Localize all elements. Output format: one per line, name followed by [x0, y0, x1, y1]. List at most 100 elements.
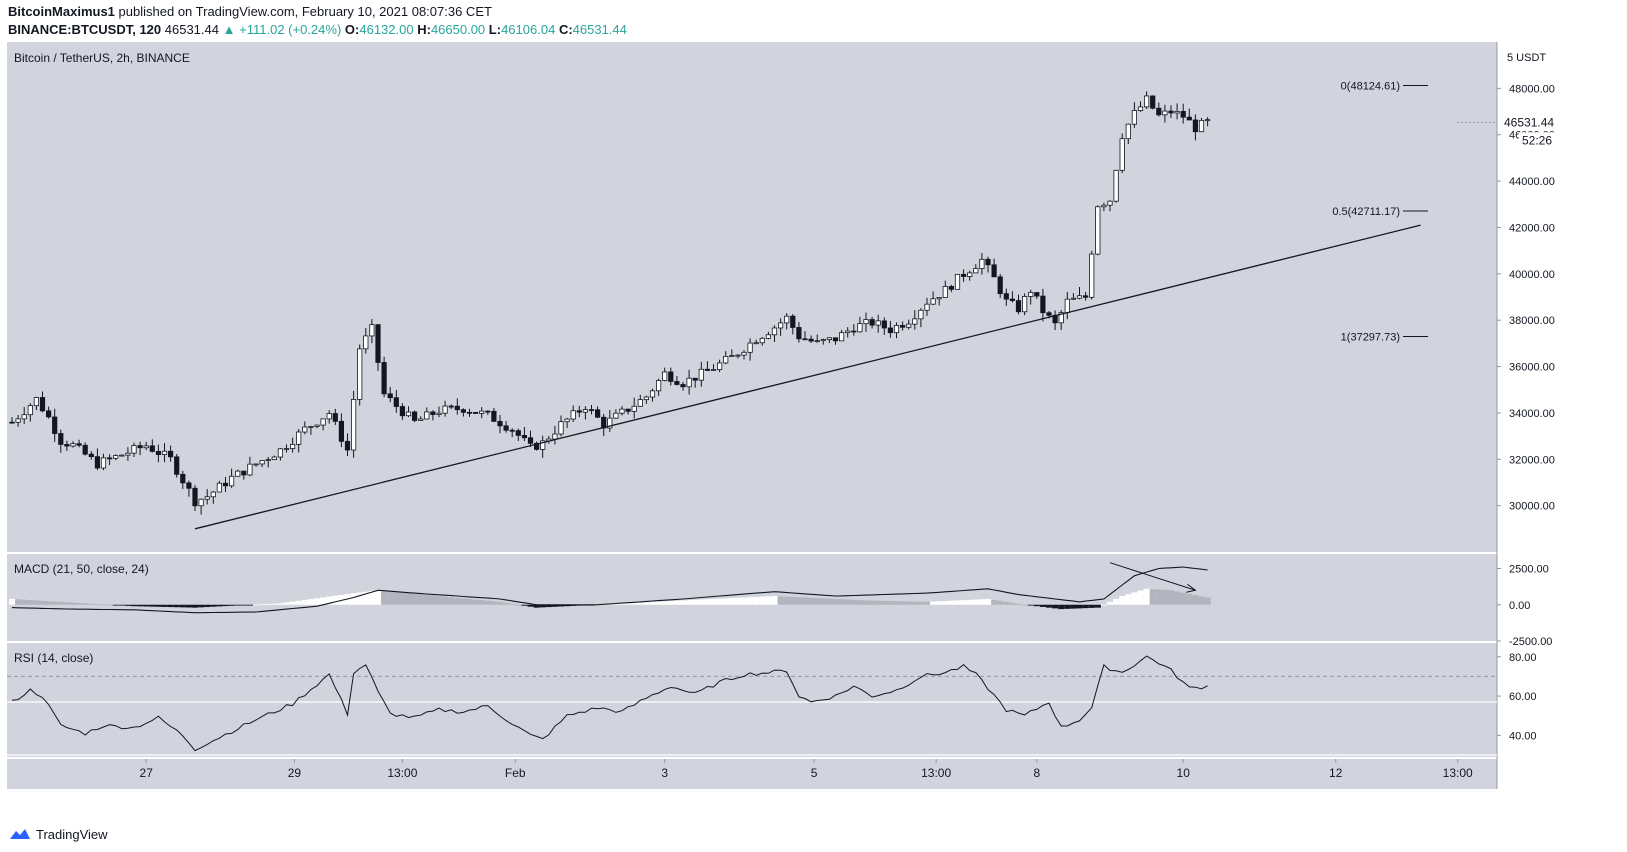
macd-histogram-bar: [1131, 592, 1138, 605]
macd-histogram-bar: [649, 601, 656, 605]
author-name[interactable]: BitcoinMaximus1: [8, 4, 115, 19]
candle-body: [1205, 119, 1211, 122]
macd-histogram-bar: [27, 600, 34, 605]
macd-histogram-bar: [411, 593, 418, 605]
candle-body: [729, 355, 735, 357]
candle-body: [143, 445, 149, 449]
price-tick-label: 42000.00: [1509, 222, 1555, 234]
macd-histogram-bar: [1137, 590, 1144, 605]
macd-histogram-bar: [338, 594, 345, 605]
macd-histogram-bar: [795, 597, 802, 605]
candle-body: [241, 470, 247, 476]
macd-histogram-bar: [15, 599, 22, 605]
macd-histogram-bar: [106, 604, 113, 606]
time-tick-label: 13:00: [1443, 766, 1473, 780]
candle-body: [283, 448, 290, 450]
macd-line: [11, 566, 1208, 614]
macd-histogram-bar: [917, 601, 924, 605]
candle-body: [137, 445, 143, 449]
candle-body: [131, 445, 137, 454]
candle-body: [924, 303, 930, 311]
candle-body: [735, 354, 741, 357]
candle-body: [967, 272, 973, 277]
candle-body: [704, 368, 711, 371]
price-tick-label: 34000.00: [1509, 408, 1555, 420]
candle-body: [357, 348, 363, 400]
candle-body: [442, 405, 448, 414]
footer: TradingView: [8, 826, 108, 842]
macd-histogram-bar: [606, 604, 613, 605]
open-label: O:: [344, 22, 360, 37]
candle-body: [9, 421, 15, 424]
macd-histogram-bar: [1113, 598, 1120, 605]
last-price-badge: [1498, 114, 1562, 131]
candle-body: [619, 408, 625, 414]
candle-body: [961, 273, 967, 277]
macd-histogram-bar: [680, 600, 687, 605]
candle-body: [314, 424, 320, 427]
candle-body: [113, 455, 119, 459]
candles-group: [9, 91, 1211, 515]
candle-body: [1150, 95, 1156, 109]
candle-body: [277, 448, 284, 458]
macd-histogram-bar: [551, 604, 558, 607]
fib-level-label: 1(37297.73): [1341, 331, 1400, 343]
macd-histogram-bar: [472, 599, 479, 605]
candle-body: [906, 323, 912, 328]
macd-title: MACD (21, 50, close, 24): [14, 562, 149, 576]
macd-histogram-bar: [930, 601, 937, 605]
macd-histogram-bar: [747, 597, 754, 605]
candle-body: [747, 342, 753, 353]
macd-histogram-bar: [234, 604, 241, 606]
macd-histogram-bar: [558, 604, 565, 607]
candle-body: [649, 390, 656, 398]
candle-body: [15, 418, 21, 423]
macd-histogram-bar: [1107, 601, 1114, 605]
macd-histogram-bar: [1058, 604, 1065, 610]
candle-body: [954, 273, 961, 290]
candle-body: [1015, 300, 1022, 313]
symbol-label: BINANCE:BTCUSDT, 120: [8, 22, 162, 37]
macd-histogram-bar: [1186, 593, 1193, 605]
candle-body: [948, 286, 955, 290]
candle-body: [381, 362, 387, 395]
candle-body: [875, 320, 881, 326]
high-value: 46650.00: [430, 22, 486, 37]
macd-histogram-bar: [33, 600, 40, 605]
candle-body: [161, 450, 168, 455]
candle-body: [88, 453, 94, 458]
candle-body: [900, 325, 906, 328]
macd-histogram-bar: [734, 597, 741, 605]
candle-body: [698, 368, 704, 381]
macd-histogram-bar: [716, 598, 723, 605]
candle-body: [1076, 295, 1083, 299]
macd-histogram-bar: [972, 599, 979, 605]
candle-body: [192, 487, 198, 507]
macd-histogram-bar: [161, 604, 168, 607]
footer-brand[interactable]: TradingView: [36, 826, 108, 842]
macd-histogram-bar: [509, 603, 516, 605]
macd-histogram-bar: [863, 600, 870, 605]
fib-level-label: 0(48124.61): [1341, 80, 1400, 92]
time-tick-label: 13:00: [387, 766, 417, 780]
candle-body: [180, 473, 186, 484]
chart-svg[interactable]: Bitcoin / TetherUS, 2h, BINANCE 5 USDT 300…: [0, 0, 1627, 820]
macd-histogram-bar: [850, 599, 857, 605]
macd-histogram-bar: [1082, 604, 1089, 609]
macd-histogram-bar: [1009, 602, 1016, 605]
macd-histogram-bar: [448, 597, 455, 605]
candle-body: [564, 418, 570, 423]
time-tick-label: 5: [811, 766, 818, 780]
open-value: 46132.00: [359, 22, 414, 37]
candle-body: [832, 337, 839, 342]
macd-histogram-bar: [783, 596, 790, 605]
macd-histogram-bar: [423, 594, 430, 605]
close-label: C:: [558, 22, 573, 37]
rsi-tick-label: 60.00: [1509, 691, 1537, 703]
candle-body: [418, 418, 424, 421]
candle-body: [778, 322, 784, 329]
candle-body: [308, 426, 314, 428]
macd-histogram-bar: [112, 604, 119, 606]
candle-body: [1022, 296, 1028, 313]
macd-histogram-bar: [76, 602, 83, 605]
